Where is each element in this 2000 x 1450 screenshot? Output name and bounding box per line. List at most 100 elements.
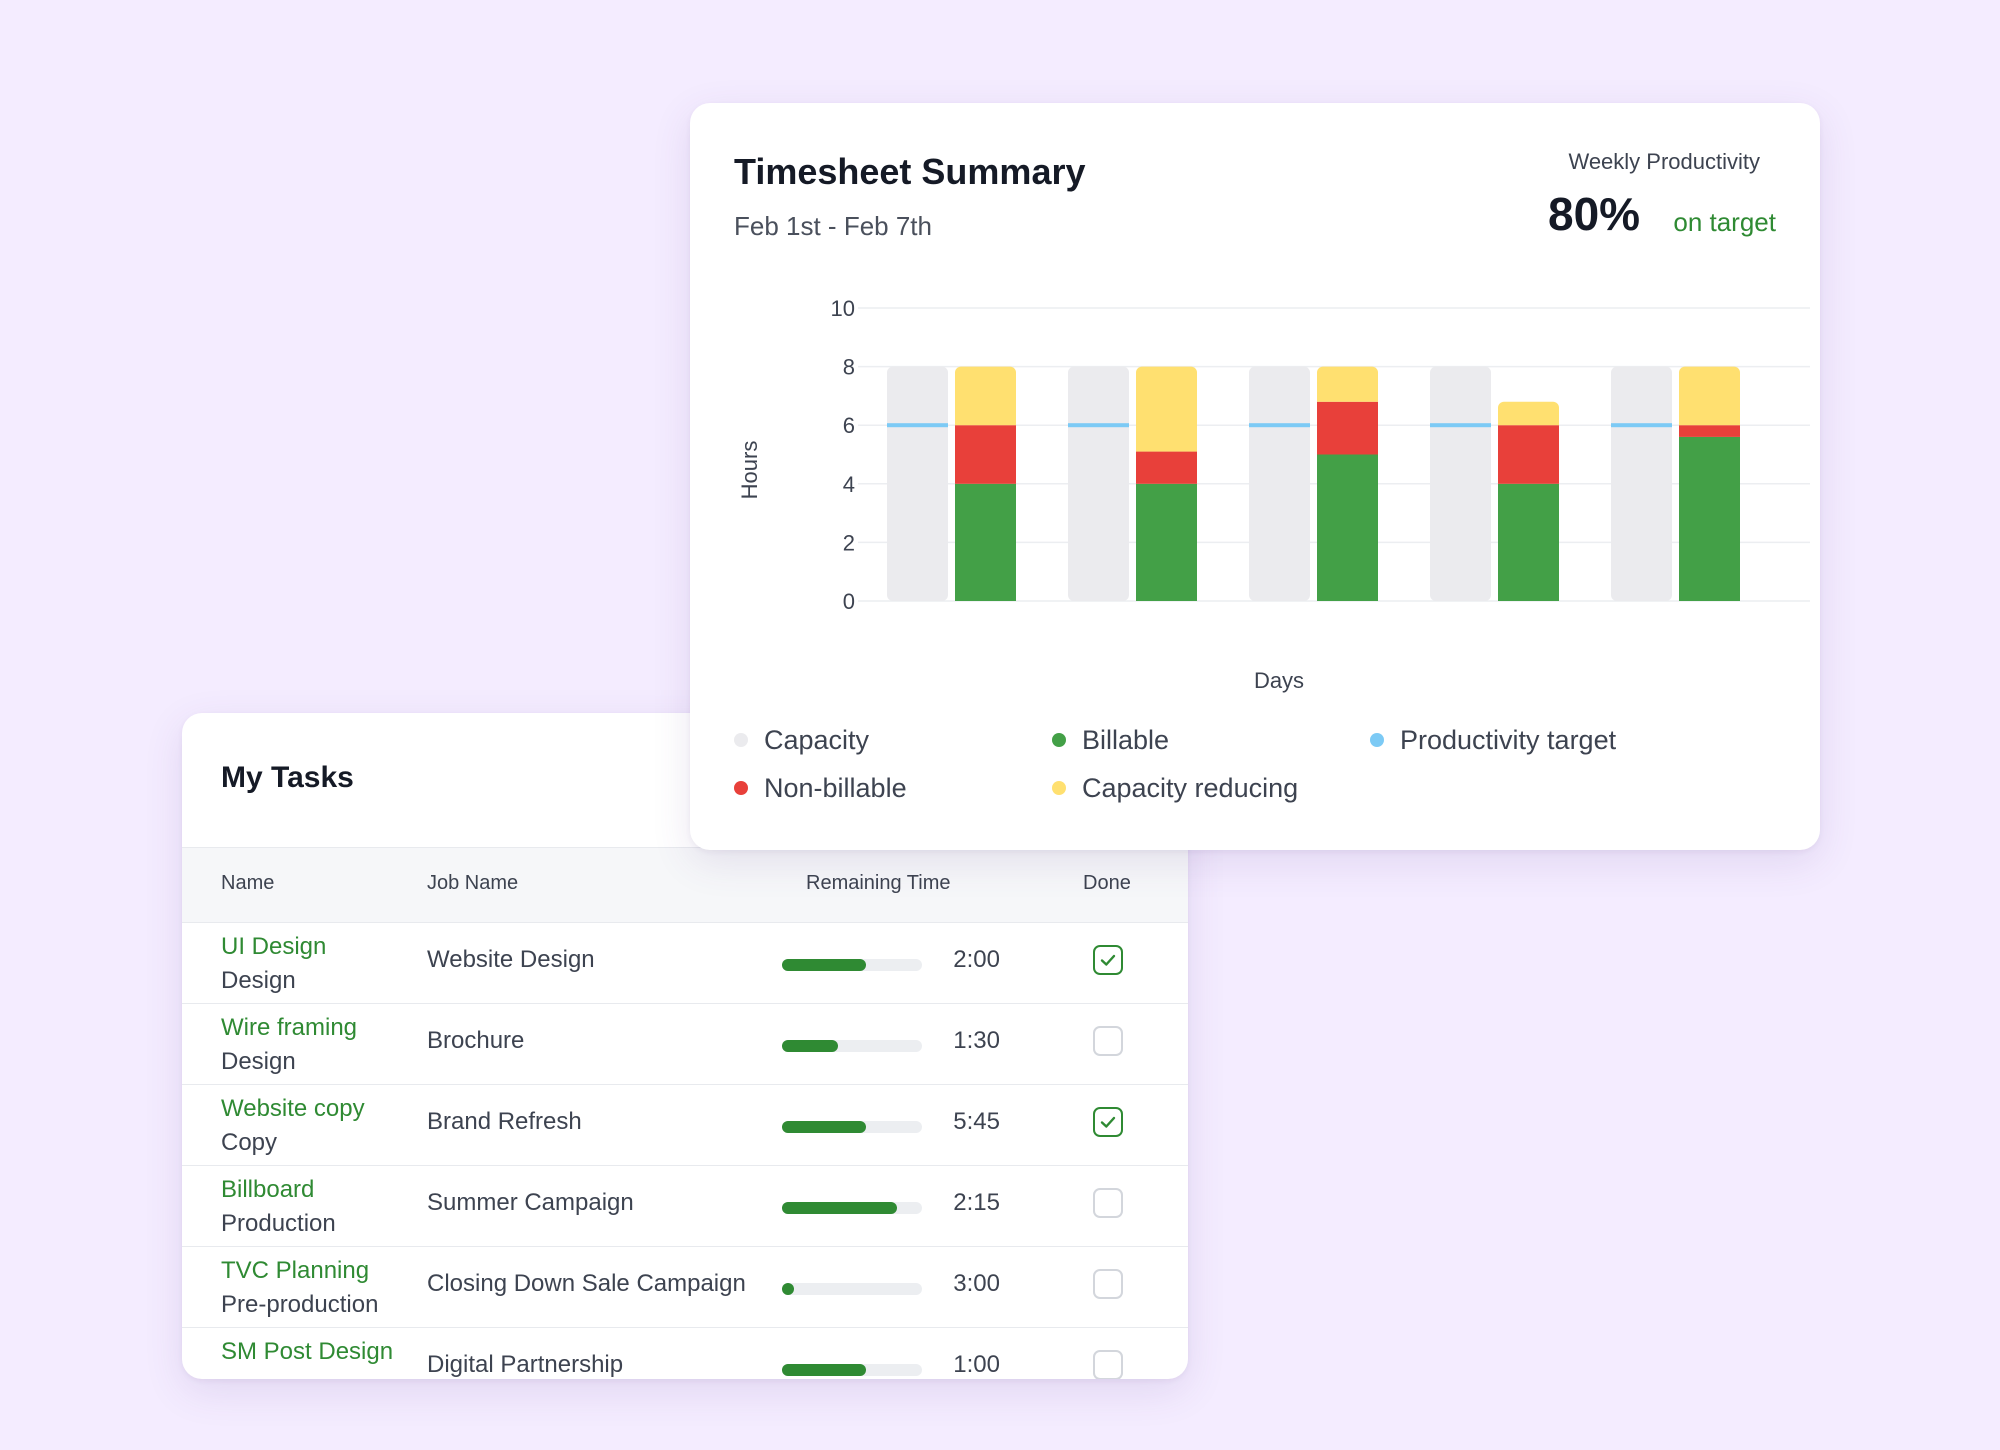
remaining-time-bar: [782, 1364, 922, 1376]
remaining-time-value: 2:00: [953, 946, 1000, 973]
capacity-bar: [1611, 366, 1672, 601]
remaining-time-bar-fill: [782, 1202, 897, 1214]
legend-dot-icon: [1052, 780, 1066, 795]
legend-dot-icon: [734, 732, 748, 747]
task-name-link[interactable]: TVC Planning: [221, 1257, 370, 1284]
productivity-target-marker: [1068, 423, 1129, 428]
capacity-reducing-bar: [1498, 407, 1559, 426]
task-category: Production: [221, 1210, 336, 1237]
remaining-time-bar-fill: [782, 1121, 866, 1133]
y-tick-label: 4: [843, 472, 855, 497]
task-name-link[interactable]: UI Design: [221, 933, 327, 960]
task-name-cell: Website copy Copy: [221, 1092, 365, 1160]
done-checkbox[interactable]: [1093, 1188, 1123, 1218]
job-name: Brand Refresh: [427, 1108, 582, 1135]
column-header-remaining-time[interactable]: Remaining Time: [806, 872, 951, 894]
billable-bar: [1136, 483, 1197, 601]
weekly-productivity-value: 80%: [1548, 188, 1641, 240]
capacity-reducing-bar: [1136, 372, 1197, 452]
timesheet-summary-card: Timesheet Summary Feb 1st - Feb 7th Week…: [690, 103, 1820, 850]
y-tick-label: 2: [843, 530, 855, 555]
tasks-title: My Tasks: [221, 761, 354, 794]
remaining-time-bar-fill: [782, 959, 866, 971]
table-row[interactable]: Billboard Production Summer Campaign 2:15: [182, 1165, 1188, 1247]
legend-item-capacity[interactable]: Capacity: [734, 725, 869, 756]
task-category: Design: [221, 1048, 296, 1075]
legend-dot-icon: [1052, 732, 1066, 747]
date-range: Feb 1st - Feb 7th: [734, 211, 932, 241]
check-icon: [1100, 1116, 1116, 1128]
column-header-name[interactable]: Name: [221, 872, 275, 894]
summary-title: Timesheet Summary: [734, 151, 1086, 192]
column-header-done[interactable]: Done: [1083, 872, 1131, 894]
remaining-time-bar: [782, 1283, 922, 1295]
legend-item-non-billable[interactable]: Non-billable: [734, 773, 907, 804]
chart-legend: Capacity Billable Productivity target Non-b…: [734, 725, 1734, 835]
table-row[interactable]: UI Design Design Website Design 2:00: [182, 922, 1188, 1004]
y-tick-label: 8: [843, 355, 855, 380]
done-checkbox[interactable]: [1093, 945, 1123, 975]
task-name-cell: UI Design Design: [221, 930, 326, 998]
y-tick-label: 0: [843, 589, 855, 614]
remaining-time-value: 1:00: [953, 1351, 1000, 1378]
task-name-link[interactable]: Billboard: [221, 1176, 315, 1203]
job-name: Brochure: [427, 1027, 525, 1054]
task-name-cell: SM Post Design: [221, 1335, 393, 1369]
non-billable-bar: [1498, 425, 1559, 484]
remaining-time-value: 2:15: [953, 1189, 1000, 1216]
column-header-job-name[interactable]: Job Name: [427, 872, 519, 894]
capacity-bar: [1430, 366, 1491, 601]
table-row[interactable]: TVC Planning Pre-production Closing Down S…: [182, 1246, 1188, 1328]
task-category: Pre-production: [221, 1291, 379, 1318]
task-name-cell: Billboard Production: [221, 1173, 336, 1241]
y-tick-label: 6: [843, 413, 855, 438]
weekly-productivity-status: on target: [1673, 207, 1776, 237]
legend-label: Productivity target: [1400, 725, 1617, 755]
capacity-reducing-bar: [1317, 372, 1378, 402]
done-checkbox[interactable]: [1093, 1269, 1123, 1299]
weekly-productivity-label: Weekly Productivity: [1568, 149, 1760, 174]
done-checkbox[interactable]: [1093, 1026, 1123, 1056]
remaining-time-value: 5:45: [953, 1108, 1000, 1135]
capacity-bar: [887, 366, 948, 601]
task-name-link[interactable]: Website copy: [221, 1095, 365, 1122]
non-billable-bar: [1136, 451, 1197, 484]
billable-bar: [1317, 454, 1378, 601]
remaining-time-value: 1:30: [953, 1027, 1000, 1054]
remaining-time-bar: [782, 1040, 922, 1052]
billable-bar: [955, 483, 1016, 601]
legend-dot-icon: [1370, 732, 1384, 747]
job-name: Summer Campaign: [427, 1189, 634, 1216]
legend-label: Non-billable: [764, 773, 907, 803]
legend-item-productivity-target[interactable]: Productivity target: [1370, 725, 1616, 756]
remaining-time-bar-fill: [782, 1364, 866, 1376]
table-row[interactable]: Website copy Copy Brand Refresh 5:45: [182, 1084, 1188, 1166]
done-checkbox[interactable]: [1093, 1107, 1123, 1137]
capacity-bar: [1068, 366, 1129, 601]
y-axis-label: Hours: [737, 441, 762, 500]
legend-item-billable[interactable]: Billable: [1052, 725, 1169, 756]
billable-bar: [1498, 483, 1559, 601]
x-axis-label: Days: [1254, 668, 1304, 693]
done-checkbox[interactable]: [1093, 1350, 1123, 1379]
timesheet-bar-chart: 0 2 4 6 8 10 Hours Days: [737, 296, 1810, 693]
task-category: Design: [221, 967, 296, 994]
task-name-link[interactable]: Wire framing: [221, 1014, 358, 1041]
capacity-bar: [1249, 366, 1310, 601]
legend-item-capacity-reducing[interactable]: Capacity reducing: [1052, 773, 1298, 804]
task-name-link[interactable]: SM Post Design: [221, 1338, 394, 1365]
billable-bar: [1679, 436, 1740, 601]
task-category: Copy: [221, 1129, 278, 1156]
remaining-time-bar-fill: [782, 1040, 838, 1052]
tasks-table-header: Name Job Name Remaining Time Done: [182, 847, 1188, 923]
productivity-target-marker: [1430, 423, 1491, 428]
remaining-time-bar-fill: [782, 1283, 794, 1295]
legend-label: Capacity: [764, 725, 870, 755]
legend-label: Billable: [1082, 725, 1170, 755]
table-row[interactable]: Wire framing Design Brochure 1:30: [182, 1003, 1188, 1085]
remaining-time-bar: [782, 1121, 922, 1133]
capacity-reducing-bar: [955, 372, 1016, 426]
table-row[interactable]: SM Post Design Digital Partnership 1:00: [182, 1327, 1188, 1379]
task-name-cell: Wire framing Design: [221, 1011, 357, 1079]
productivity-target-marker: [1611, 423, 1672, 428]
